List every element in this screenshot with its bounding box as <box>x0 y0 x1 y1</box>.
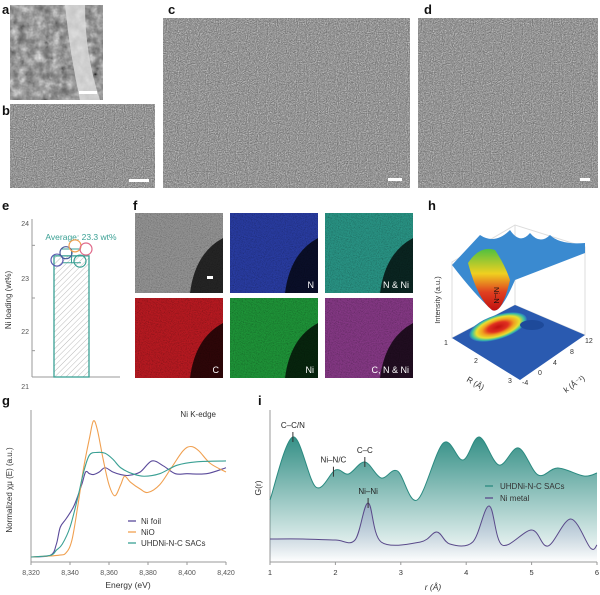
panel-label-b: b <box>2 103 10 118</box>
heatmap-spot <box>520 320 544 330</box>
micrograph-a <box>10 5 103 100</box>
x-tick-label: 8,320 <box>22 570 40 577</box>
heatmap-hotspot <box>469 312 527 342</box>
micrograph-d <box>418 18 598 188</box>
scale-bar <box>207 276 213 279</box>
y-tick-label: -4 <box>522 380 528 387</box>
x-tick-label: 3 <box>508 378 512 385</box>
eds-element-label: Ni <box>305 365 315 375</box>
x-tick-label: 2 <box>474 358 478 365</box>
surface-peak <box>468 248 510 311</box>
x-tick-label: 3 <box>399 568 403 577</box>
eds-element-label: C, N & Ni <box>371 365 409 375</box>
chart-i: G(r) r (Å) 1 2 3 4 5 6 C–C/N Ni–N/C C–C Ni–Ni UHDN… <box>253 410 599 592</box>
x-tick-label: 8,400 <box>178 570 196 577</box>
scale-bar <box>388 178 402 181</box>
eds-map-tile <box>135 213 223 293</box>
eds-element-label: N <box>307 280 315 290</box>
panel-label-i: i <box>258 393 262 408</box>
data-point <box>59 246 73 260</box>
peak-label: C–C <box>357 446 373 455</box>
x-tick-label: 8,340 <box>61 570 79 577</box>
legend-label: Ni metal <box>500 494 530 503</box>
eds-map-tile: N & Ni <box>325 213 413 293</box>
chart-title: Ni K-edge <box>180 410 216 419</box>
x-tick-label: 2 <box>333 568 337 577</box>
eds-map-tile: Ni <box>230 298 318 378</box>
x-tick-label: 1 <box>268 568 272 577</box>
x-tick-label: 5 <box>530 568 534 577</box>
series-line <box>30 451 227 558</box>
micrograph-b <box>10 104 155 188</box>
y-axis-label: k (Å⁻¹) <box>562 373 587 394</box>
x-axis-label: R (Å) <box>465 375 486 392</box>
y-tick-label: 0 <box>538 370 542 377</box>
scale-bar <box>580 178 590 181</box>
legend-label: UHDNi-N-C SACs <box>500 482 564 491</box>
series-line <box>269 502 598 550</box>
y-tick-label: 23 <box>21 276 29 283</box>
x-tick-label: 8,420 <box>217 570 235 577</box>
x-tick-label: 6 <box>595 568 599 577</box>
data-point <box>79 242 93 256</box>
bar <box>53 255 90 378</box>
legend-label: UHDNi-N-C SACs <box>141 539 205 548</box>
z-axis-label: Intensity (a.u.) <box>433 276 442 324</box>
eds-map-tile: N <box>230 213 318 293</box>
chart-e: 24 23 22 21 Ni loading (wt%) Average: 23… <box>4 219 120 390</box>
legend-label: Ni foil <box>141 517 161 526</box>
x-tick-label: 8,380 <box>139 570 157 577</box>
series-area <box>270 436 597 562</box>
series-line <box>30 420 227 558</box>
series-area <box>270 502 597 562</box>
x-tick-label: 1 <box>444 340 448 347</box>
panel-label-f: f <box>133 198 138 213</box>
y-tick-label: 21 <box>21 384 29 390</box>
peak-label: C–C/N <box>281 421 305 430</box>
peak-label: Ni–Ni <box>358 487 378 496</box>
ni-n-annotation: Ni–N <box>492 287 501 304</box>
eds-element-label: C <box>212 365 220 375</box>
series-line <box>269 436 598 501</box>
legend-label: NiO <box>141 528 155 537</box>
micrograph-c <box>163 18 410 188</box>
panel-label-g: g <box>2 393 10 408</box>
panel-label-c: c <box>168 2 176 17</box>
y-axis-label: G(r) <box>253 480 263 495</box>
panel-label-e: e <box>2 198 10 213</box>
eds-map-tile: C <box>135 298 223 378</box>
y-axis-label: Ni loading (wt%) <box>4 271 13 330</box>
average-annotation: Average: 23.3 wt% <box>45 232 117 242</box>
y-tick-label: 4 <box>553 360 557 367</box>
data-point <box>50 253 64 267</box>
scale-bar <box>79 91 97 94</box>
peak-label: Ni–N/C <box>321 456 347 465</box>
data-point <box>73 254 87 268</box>
y-axis-label: Normalized χμ (E) (a.u.) <box>5 447 14 533</box>
y-tick-label: 24 <box>21 221 29 228</box>
panel-label-h: h <box>428 198 436 213</box>
panel-label-a: a <box>2 2 10 17</box>
chart-h-surface: Ni–N Intensity (a.u.) 1 2 3 R (Å) -4 0 4… <box>433 224 593 395</box>
x-axis-label: Energy (eV) <box>105 580 151 590</box>
eds-map-tile: C, N & Ni <box>325 298 413 378</box>
chart-g: Ni K-edge Normalized χμ (E) (a.u.) Energ… <box>5 410 235 590</box>
y-tick-label: 12 <box>585 338 593 345</box>
x-tick-label: 4 <box>464 568 468 577</box>
x-tick-label: 8,360 <box>100 570 118 577</box>
x-axis-label: r (Å) <box>425 582 442 592</box>
eds-element-label: N & Ni <box>382 280 409 290</box>
y-tick-label: 22 <box>21 329 29 336</box>
panel-label-d: d <box>424 2 432 17</box>
y-tick-label: 8 <box>570 349 574 356</box>
scale-bar <box>129 179 149 182</box>
